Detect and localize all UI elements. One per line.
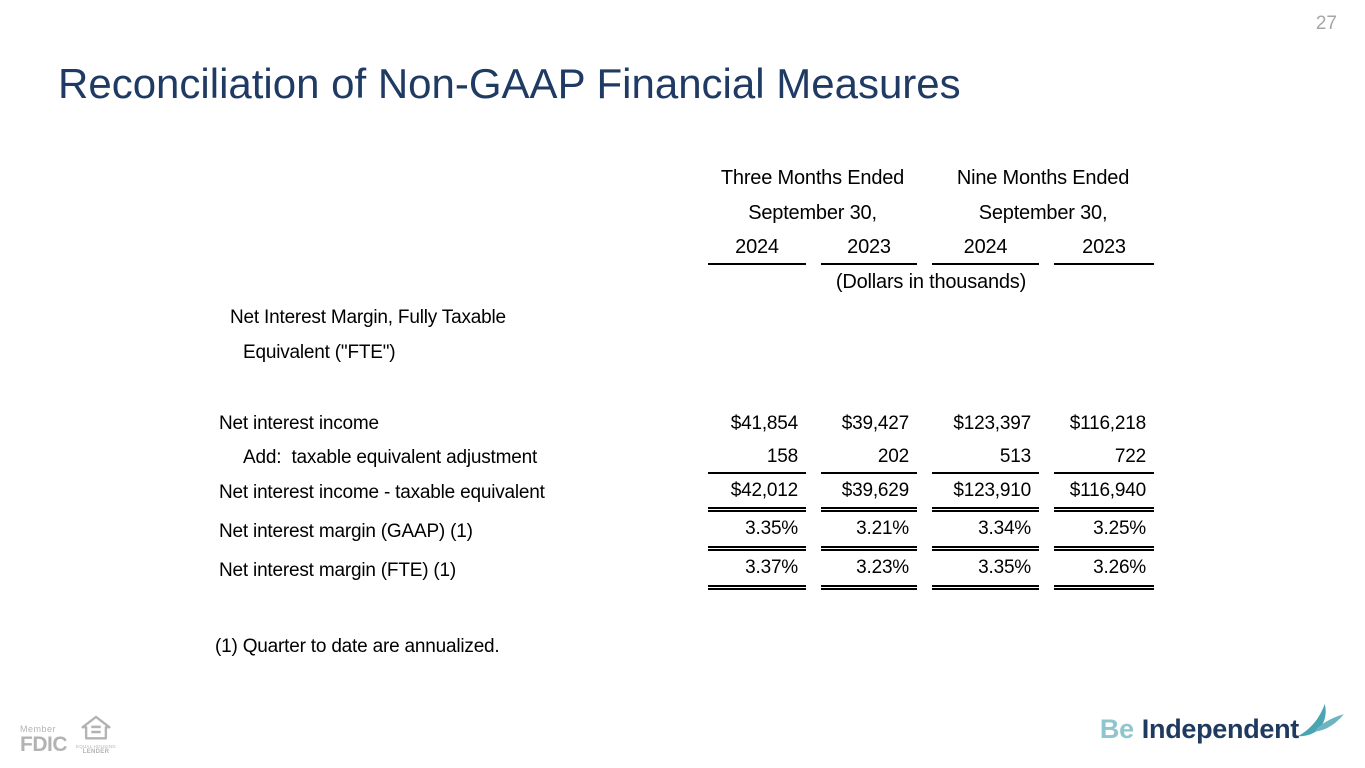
empty-cell: [215, 265, 708, 300]
table-row-group-subtitles: September 30, September 30,: [215, 196, 1154, 231]
row-value: $123,910: [932, 474, 1039, 512]
row-value: $116,218: [1069, 413, 1146, 434]
row-label: Add: taxable equivalent adjustment: [243, 447, 538, 468]
tagline-independent: Independent: [1141, 713, 1300, 744]
row-value: 3.35%: [932, 551, 1039, 590]
row-value: 3.34%: [932, 512, 1039, 551]
table-row: Add: taxable equivalent adjustment 158 2…: [215, 442, 1154, 474]
year-header: 2023: [1054, 231, 1154, 265]
row-value: 3.26%: [1054, 551, 1154, 590]
equal-housing-house-icon: [81, 715, 111, 739]
row-value: $39,629: [821, 474, 917, 512]
equal-housing-label-line1: EQUAL HOUSING: [76, 743, 116, 749]
units-note: (Dollars in thousands): [835, 271, 1027, 293]
row-value: 722: [1054, 442, 1154, 474]
table-row: Net interest income - taxable equivalent…: [215, 474, 1154, 512]
bird-icon: [1298, 703, 1344, 737]
member-fdic-logo: Member FDIC: [20, 724, 68, 756]
equal-housing-label-line2: LENDER: [82, 749, 110, 755]
table-row-footnote: (1) Quarter to date are annualized.: [215, 632, 1154, 662]
year-header: 2023: [821, 231, 917, 265]
financial-table: Three Months Ended Nine Months Ended Sep…: [215, 160, 1154, 662]
row-label: Net interest margin (GAAP) (1): [219, 520, 473, 542]
row-label: Net interest income - taxable equivalent: [219, 482, 545, 503]
table-row: Net interest income $41,854 $39,427 $123…: [215, 406, 1154, 442]
row-value: 158: [708, 442, 806, 474]
row-value: 3.25%: [1054, 512, 1154, 551]
section-heading-line1: Net Interest Margin, Fully Taxable: [230, 306, 506, 328]
row-value: 513: [932, 442, 1039, 474]
table-row-section-heading: Equivalent ("FTE"): [215, 335, 1154, 370]
footer-logos: Member FDIC EQUAL HOUSING LENDER: [20, 715, 117, 756]
brand-tagline: Be Independent: [1099, 703, 1345, 748]
col-group-nine-months-subtitle: September 30,: [978, 202, 1108, 224]
row-value: 202: [821, 442, 917, 474]
equal-housing-lender-logo: EQUAL HOUSING LENDER: [75, 715, 117, 755]
row-label: Net interest margin (FTE) (1): [219, 559, 457, 581]
col-group-nine-months-title: Nine Months Ended: [956, 166, 1130, 189]
row-value: $39,427: [841, 413, 909, 434]
row-value: 3.37%: [708, 551, 806, 590]
table-row-year-headers: 2024 2023 2024 2023: [215, 231, 1154, 265]
page-title: Reconciliation of Non-GAAP Financial Mea…: [58, 60, 961, 107]
empty-cell: [215, 160, 708, 196]
row-value: 3.21%: [821, 512, 917, 551]
row-value: $41,854: [730, 413, 798, 434]
empty-cell: [215, 231, 708, 265]
empty-cell: [215, 196, 708, 231]
section-heading-line2: Equivalent ("FTE"): [243, 341, 396, 363]
table-row-group-headers: Three Months Ended Nine Months Ended: [215, 160, 1154, 196]
row-label: Net interest income: [219, 413, 379, 434]
row-value: $42,012: [708, 474, 806, 512]
page-number: 27: [1315, 13, 1337, 34]
table-row: Net interest margin (FTE) (1) 3.37% 3.23…: [215, 551, 1154, 590]
row-value: $116,940: [1054, 474, 1154, 512]
year-header: 2024: [932, 231, 1039, 265]
fdic-label: FDIC: [20, 733, 68, 756]
table-row: Net interest margin (GAAP) (1) 3.35% 3.2…: [215, 512, 1154, 551]
member-fdic-label: Member: [20, 724, 57, 734]
col-group-three-months-subtitle: September 30,: [748, 202, 877, 224]
year-header: 2024: [708, 231, 806, 265]
tagline-be: Be: [1099, 713, 1134, 744]
table-row-section-heading: Net Interest Margin, Fully Taxable: [215, 300, 1154, 335]
row-value: $123,397: [953, 413, 1031, 434]
footnote: (1) Quarter to date are annualized.: [215, 636, 500, 657]
row-value: 3.23%: [821, 551, 917, 590]
table-row-units-note: (Dollars in thousands): [215, 265, 1154, 300]
col-group-three-months-title: Three Months Ended: [720, 166, 905, 189]
row-value: 3.35%: [708, 512, 806, 551]
